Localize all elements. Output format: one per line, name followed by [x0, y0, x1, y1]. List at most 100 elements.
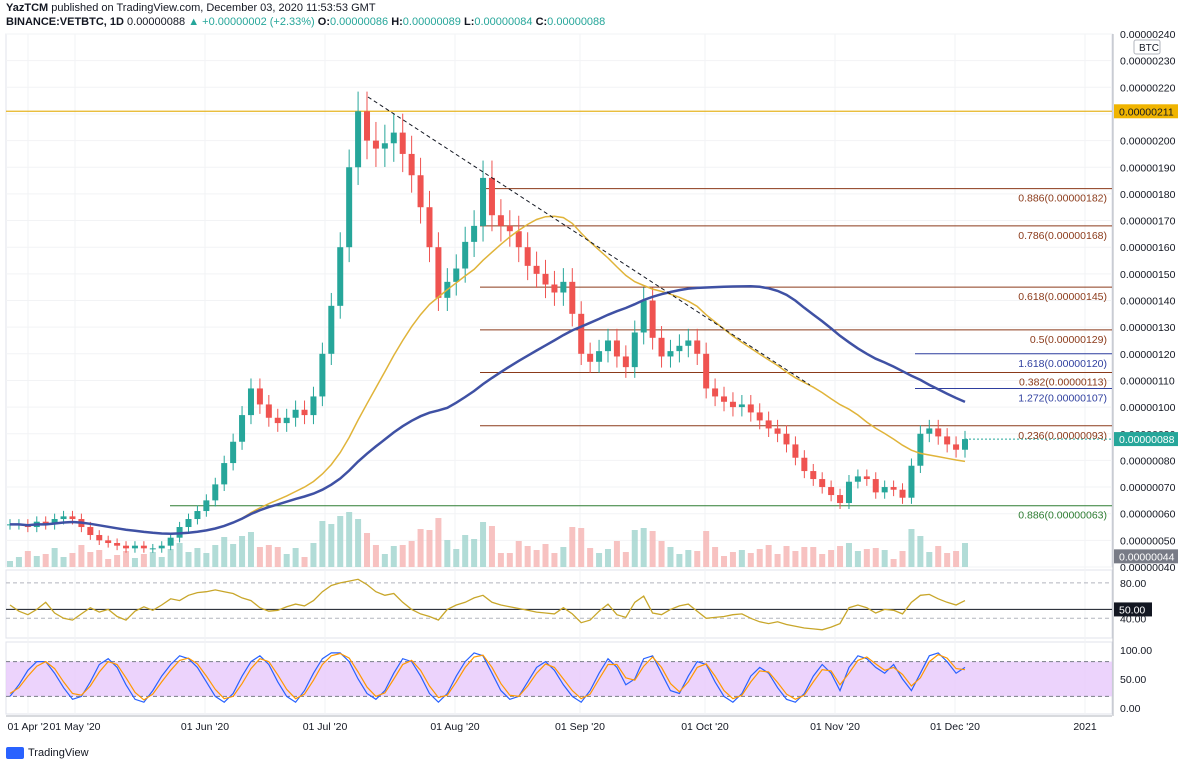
close-value: 0.00000088 [547, 16, 606, 28]
y-tick-label: 0.00000170 [1120, 216, 1176, 228]
candle [453, 268, 460, 282]
volume-bar [60, 557, 67, 567]
candle [203, 500, 210, 512]
trend-line [367, 96, 811, 386]
volume-bar [131, 558, 138, 567]
candle [140, 545, 147, 549]
volume-bar [221, 537, 228, 567]
candle [462, 241, 469, 269]
volume-bar [444, 540, 451, 567]
candle [194, 511, 201, 520]
high-value: 0.00000089 [402, 16, 461, 28]
candle [283, 417, 290, 424]
volume-bar [194, 548, 201, 567]
volume-bar [578, 528, 585, 567]
candle [167, 537, 174, 546]
stoch-k-line [9, 652, 966, 704]
x-tick-label: 01 Jul '20 [303, 721, 348, 733]
candle [417, 175, 424, 208]
volume-bar [747, 553, 754, 567]
y-tick-label: 0.00000100 [1120, 402, 1176, 414]
y-tick-label: 0.00000200 [1120, 136, 1176, 148]
candle [721, 396, 728, 402]
price-tag [1114, 432, 1178, 447]
candle [96, 535, 103, 541]
symbol-name: BINANCE:VETBTC, 1D [6, 16, 124, 28]
symbol-legend: BINANCE:VETBTC, 1D 0.00000088 ▲ +0.00000… [6, 16, 605, 28]
candle [274, 417, 281, 424]
currency-badge-label: BTC [1139, 43, 1159, 54]
volume-bar [596, 553, 603, 567]
candle [587, 353, 594, 362]
level-label: 0.886(0.00000063) [1018, 510, 1107, 522]
volume-bar [24, 551, 31, 567]
candle [792, 444, 799, 458]
y-tick-label: 0.00000220 [1120, 82, 1176, 94]
x-tick-label: 01 Nov '20 [810, 721, 860, 733]
volume-bar [399, 545, 406, 567]
low-label: L: [463, 16, 475, 28]
volume-bar [114, 555, 121, 567]
volume-bar [587, 548, 594, 567]
volume-bar [33, 556, 40, 567]
rsi-line [9, 578, 966, 631]
candle [256, 388, 263, 405]
x-tick-label: 01 Dec '20 [930, 721, 980, 733]
volume-bar [283, 554, 290, 567]
candle [774, 428, 781, 434]
volume-bar [694, 551, 701, 567]
volume-bar [453, 549, 460, 567]
rsi-level-label: 80.00 [1120, 578, 1146, 590]
price-tag [1114, 104, 1178, 119]
volume-bar [935, 546, 942, 567]
candle [230, 441, 237, 464]
volume-bar [712, 547, 719, 567]
volume-bar [622, 552, 629, 567]
candle [845, 481, 852, 504]
x-tick-label: 01 Aug '20 [430, 721, 479, 733]
volume-bar [899, 551, 906, 567]
candle [346, 167, 353, 248]
candle [640, 300, 647, 333]
level-label: 0.5(0.00000129) [1030, 334, 1107, 346]
candle [854, 476, 861, 482]
level-label: 0.236(0.00000093) [1018, 430, 1107, 442]
candle [560, 281, 567, 293]
candle [60, 516, 67, 520]
volume-bar [569, 527, 576, 567]
candle [658, 337, 665, 357]
tradingview-logo[interactable]: TradingView [6, 747, 89, 759]
y-tick-label: 0.00000050 [1120, 535, 1176, 547]
candle [569, 281, 576, 314]
volume-bar [703, 531, 710, 567]
volume-bar [497, 553, 504, 567]
candle [488, 177, 495, 216]
volume-bar [721, 556, 728, 567]
candle [837, 495, 844, 504]
volume-bar [658, 541, 665, 567]
volume-bar [69, 553, 76, 567]
high-label: H: [391, 16, 403, 28]
level-label: 0.382(0.00000113) [1019, 376, 1107, 388]
candle [497, 215, 504, 226]
volume-bar [488, 526, 495, 567]
currency-badge [1133, 39, 1161, 55]
y-tick-label: 0.00000140 [1120, 296, 1176, 308]
y-tick-label: 0.00000060 [1120, 509, 1176, 521]
volume-bar [738, 550, 745, 567]
y-tick-label: 0.00000180 [1120, 189, 1176, 201]
candle [319, 353, 326, 397]
volume-bar [819, 554, 826, 567]
x-tick-label: 01 May '20 [49, 721, 100, 733]
up-arrow-icon: ▲ [188, 16, 200, 28]
volume-bar [917, 536, 924, 567]
candle [310, 396, 317, 416]
candle [408, 153, 415, 176]
y-tick-label: 0.00000190 [1120, 162, 1176, 174]
publisher-name: YazTCM [6, 2, 49, 14]
volume-bar [310, 543, 317, 567]
candle [69, 516, 76, 520]
candle [622, 356, 629, 368]
stoch-level-label: 50.00 [1120, 674, 1146, 686]
